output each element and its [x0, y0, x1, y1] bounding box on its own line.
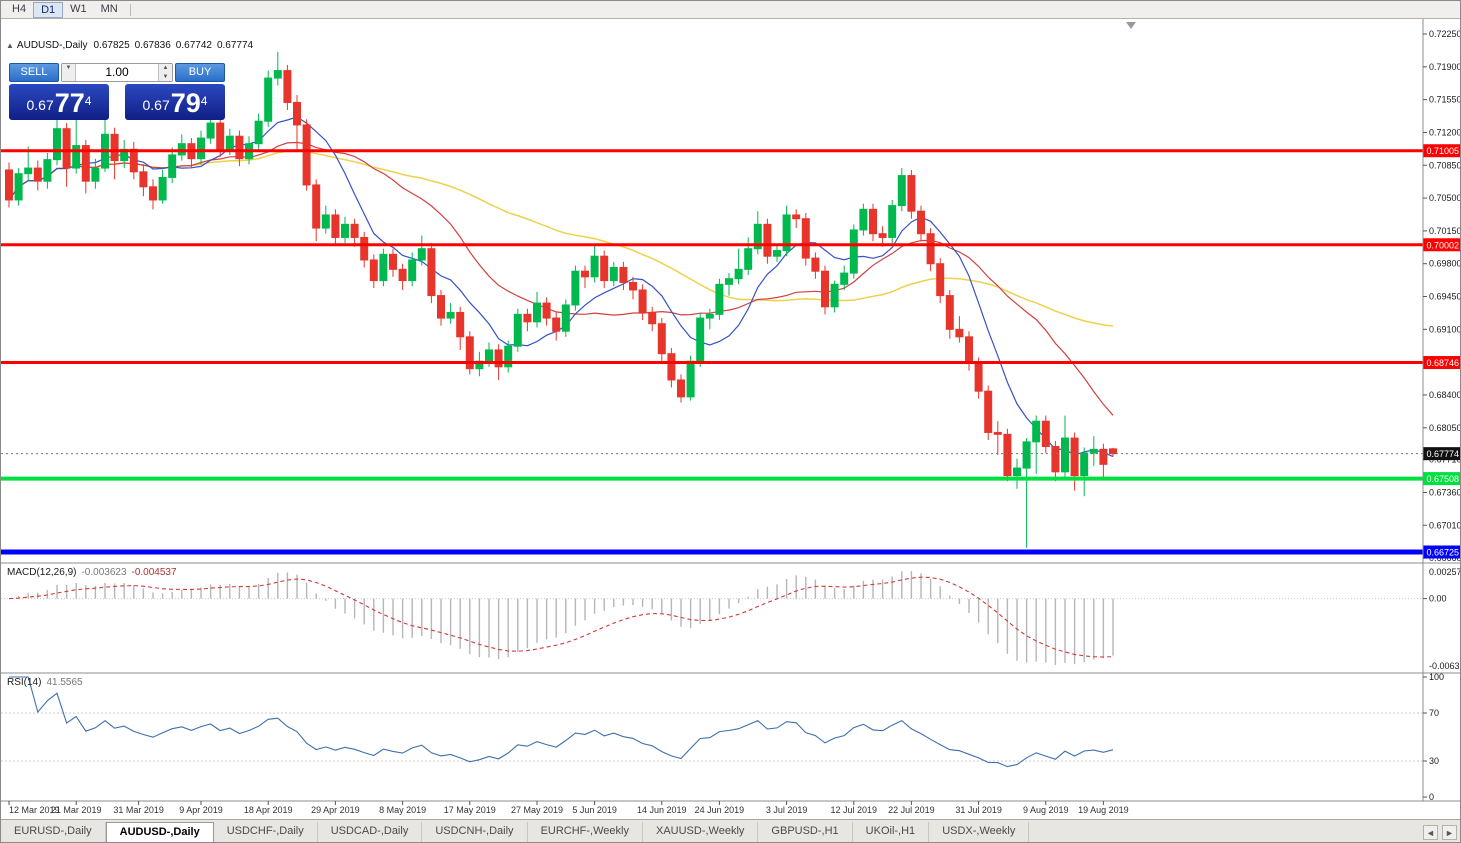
chart-tab-eurchf[interactable]: EURCHF-,Weekly [527, 822, 643, 842]
svg-text:100: 100 [1429, 672, 1444, 682]
svg-text:14 Jun 2019: 14 Jun 2019 [637, 805, 687, 815]
collapse-triangle-icon[interactable]: ▲ [6, 41, 14, 50]
quote-high: 0.67836 [134, 40, 171, 51]
svg-text:0.67508: 0.67508 [1427, 474, 1460, 484]
svg-text:21 Mar 2019: 21 Mar 2019 [51, 805, 102, 815]
quote-low: 0.67742 [175, 40, 212, 51]
macd-main-value: -0.003623 [81, 567, 127, 578]
svg-text:24 Jun 2019: 24 Jun 2019 [695, 805, 745, 815]
tab-scroll-left-icon[interactable]: ◄ [1423, 825, 1438, 840]
tab-scroll-arrows: ◄ ► [1423, 825, 1457, 840]
svg-text:0.71550: 0.71550 [1429, 95, 1461, 105]
svg-text:-0.006326: -0.006326 [1429, 661, 1461, 671]
sell-price-major: 0.67 [26, 97, 54, 113]
sell-price-display[interactable]: 0.67 77 4 [9, 84, 109, 120]
volume-value[interactable]: 1.00 [105, 65, 129, 79]
timeframe-button-d1[interactable]: D1 [33, 1, 64, 18]
price-chart-canvas[interactable]: 0.72250 0.71900 0.71550 0.71200 0.70850 0.705… [1, 19, 1461, 819]
rsi-name: RSI(14) [7, 677, 42, 688]
quote-close: 0.67774 [216, 40, 254, 51]
chart-tab-eurusd[interactable]: EURUSD-,Daily [1, 822, 106, 842]
rsi-value: 41.5565 [46, 677, 83, 688]
svg-text:0.67010: 0.67010 [1429, 520, 1461, 530]
toolbar-separator [129, 3, 131, 16]
volume-increase-icon[interactable]: ▲ [159, 64, 172, 73]
svg-text:5 Jun 2019: 5 Jun 2019 [572, 805, 617, 815]
svg-text:0.67360: 0.67360 [1429, 487, 1461, 497]
svg-text:0.72250: 0.72250 [1429, 29, 1461, 39]
svg-text:0.70002: 0.70002 [1427, 240, 1460, 250]
buy-price-point: 4 [200, 94, 208, 108]
buy-price-pips: 79 [170, 88, 201, 118]
buy-button[interactable]: BUY [175, 63, 225, 82]
chart-tab-xauusd[interactable]: XAUUSD-,Weekly [642, 822, 759, 842]
chart-tab-usdx[interactable]: USDX-,Weekly [929, 822, 1030, 842]
chart-tab-audusd[interactable]: AUDUSD-,Daily [105, 822, 214, 842]
svg-text:0.69100: 0.69100 [1429, 324, 1461, 334]
svg-text:27 May 2019: 27 May 2019 [511, 805, 563, 815]
svg-text:12 Mar 2019: 12 Mar 2019 [9, 805, 60, 815]
svg-text:0.70150: 0.70150 [1429, 226, 1461, 236]
macd-name: MACD(12,26,9) [7, 567, 77, 578]
buy-price-major: 0.67 [142, 97, 170, 113]
rsi-indicator-label: RSI(14) 41.5565 [7, 677, 83, 688]
svg-text:0.68400: 0.68400 [1429, 390, 1461, 400]
svg-text:9 Aug 2019: 9 Aug 2019 [1023, 805, 1069, 815]
sell-price-point: 4 [84, 94, 92, 108]
svg-text:0.70500: 0.70500 [1429, 193, 1461, 203]
svg-text:0: 0 [1429, 792, 1434, 802]
svg-text:9 Apr 2019: 9 Apr 2019 [179, 805, 223, 815]
chart-tab-usdchf[interactable]: USDCHF-,Daily [213, 822, 318, 842]
svg-text:19 Aug 2019: 19 Aug 2019 [1078, 805, 1129, 815]
one-click-trading-panel: SELL ▼ 1.00 ▲ ▼ BUY 0.67 77 4 [9, 63, 225, 120]
timeframe-button-h4[interactable]: H4 [12, 2, 27, 15]
svg-text:0.71900: 0.71900 [1429, 62, 1461, 72]
svg-text:22 Jul 2019: 22 Jul 2019 [888, 805, 935, 815]
chart-title: ▲ AUDUSD-,Daily 0.67825 0.67836 0.67742 0.677… [6, 40, 258, 51]
sell-price-pips: 77 [54, 88, 85, 118]
svg-text:0.68050: 0.68050 [1429, 423, 1461, 433]
volume-stepper[interactable]: ▼ 1.00 ▲ ▼ [61, 63, 173, 82]
svg-text:30: 30 [1429, 756, 1439, 766]
svg-text:0.70850: 0.70850 [1429, 160, 1461, 170]
svg-text:0.66725: 0.66725 [1427, 548, 1460, 558]
macd-signal-value: -0.004537 [131, 567, 177, 578]
chart-area: 0.72250 0.71900 0.71550 0.71200 0.70850 0.705… [1, 19, 1461, 819]
tab-scroll-right-icon[interactable]: ► [1442, 825, 1457, 840]
chart-tabs-bar: EURUSD-,Daily AUDUSD-,Daily USDCHF-,Daily U… [1, 819, 1460, 842]
svg-text:17 May 2019: 17 May 2019 [444, 805, 496, 815]
svg-text:0.68746: 0.68746 [1427, 358, 1460, 368]
svg-text:70: 70 [1429, 708, 1439, 718]
svg-text:29 Apr 2019: 29 Apr 2019 [311, 805, 360, 815]
buy-price-display[interactable]: 0.67 79 4 [125, 84, 225, 120]
svg-text:18 Apr 2019: 18 Apr 2019 [244, 805, 293, 815]
svg-text:0.67774: 0.67774 [1427, 449, 1460, 459]
timeframe-button-w1[interactable]: W1 [70, 2, 87, 15]
volume-decrease-icon[interactable]: ▼ [159, 72, 172, 81]
symbol-period-label: AUDUSD-,Daily [16, 40, 88, 51]
chart-tab-usdcnh[interactable]: USDCNH-,Daily [422, 822, 528, 842]
svg-text:0.69800: 0.69800 [1429, 259, 1461, 269]
quote-open: 0.67825 [93, 40, 130, 51]
svg-text:31 Mar 2019: 31 Mar 2019 [113, 805, 164, 815]
timeframe-button-mn[interactable]: MN [100, 2, 118, 15]
volume-dropdown-icon[interactable]: ▼ [62, 64, 75, 81]
sell-button[interactable]: SELL [9, 63, 59, 82]
svg-text:0.71200: 0.71200 [1429, 127, 1461, 137]
svg-text:0.00: 0.00 [1429, 594, 1447, 604]
svg-text:31 Jul 2019: 31 Jul 2019 [955, 805, 1002, 815]
chart-tab-gbpusd[interactable]: GBPUSD-,H1 [758, 822, 853, 842]
timeframe-toolbar: H4 D1 W1 MN [1, 1, 1460, 19]
svg-text:0.71005: 0.71005 [1427, 146, 1460, 156]
svg-text:8 May 2019: 8 May 2019 [379, 805, 426, 815]
chart-tab-usdcad[interactable]: USDCAD-,Daily [317, 822, 423, 842]
svg-text:3 Jul 2019: 3 Jul 2019 [766, 805, 808, 815]
svg-text:12 Jul 2019: 12 Jul 2019 [831, 805, 878, 815]
svg-text:0.69450: 0.69450 [1429, 292, 1461, 302]
macd-indicator-label: MACD(12,26,9) -0.003623 -0.004537 [7, 567, 177, 578]
svg-text:0.002574: 0.002574 [1429, 567, 1461, 577]
chart-tab-ukoil[interactable]: UKOil-,H1 [852, 822, 930, 842]
